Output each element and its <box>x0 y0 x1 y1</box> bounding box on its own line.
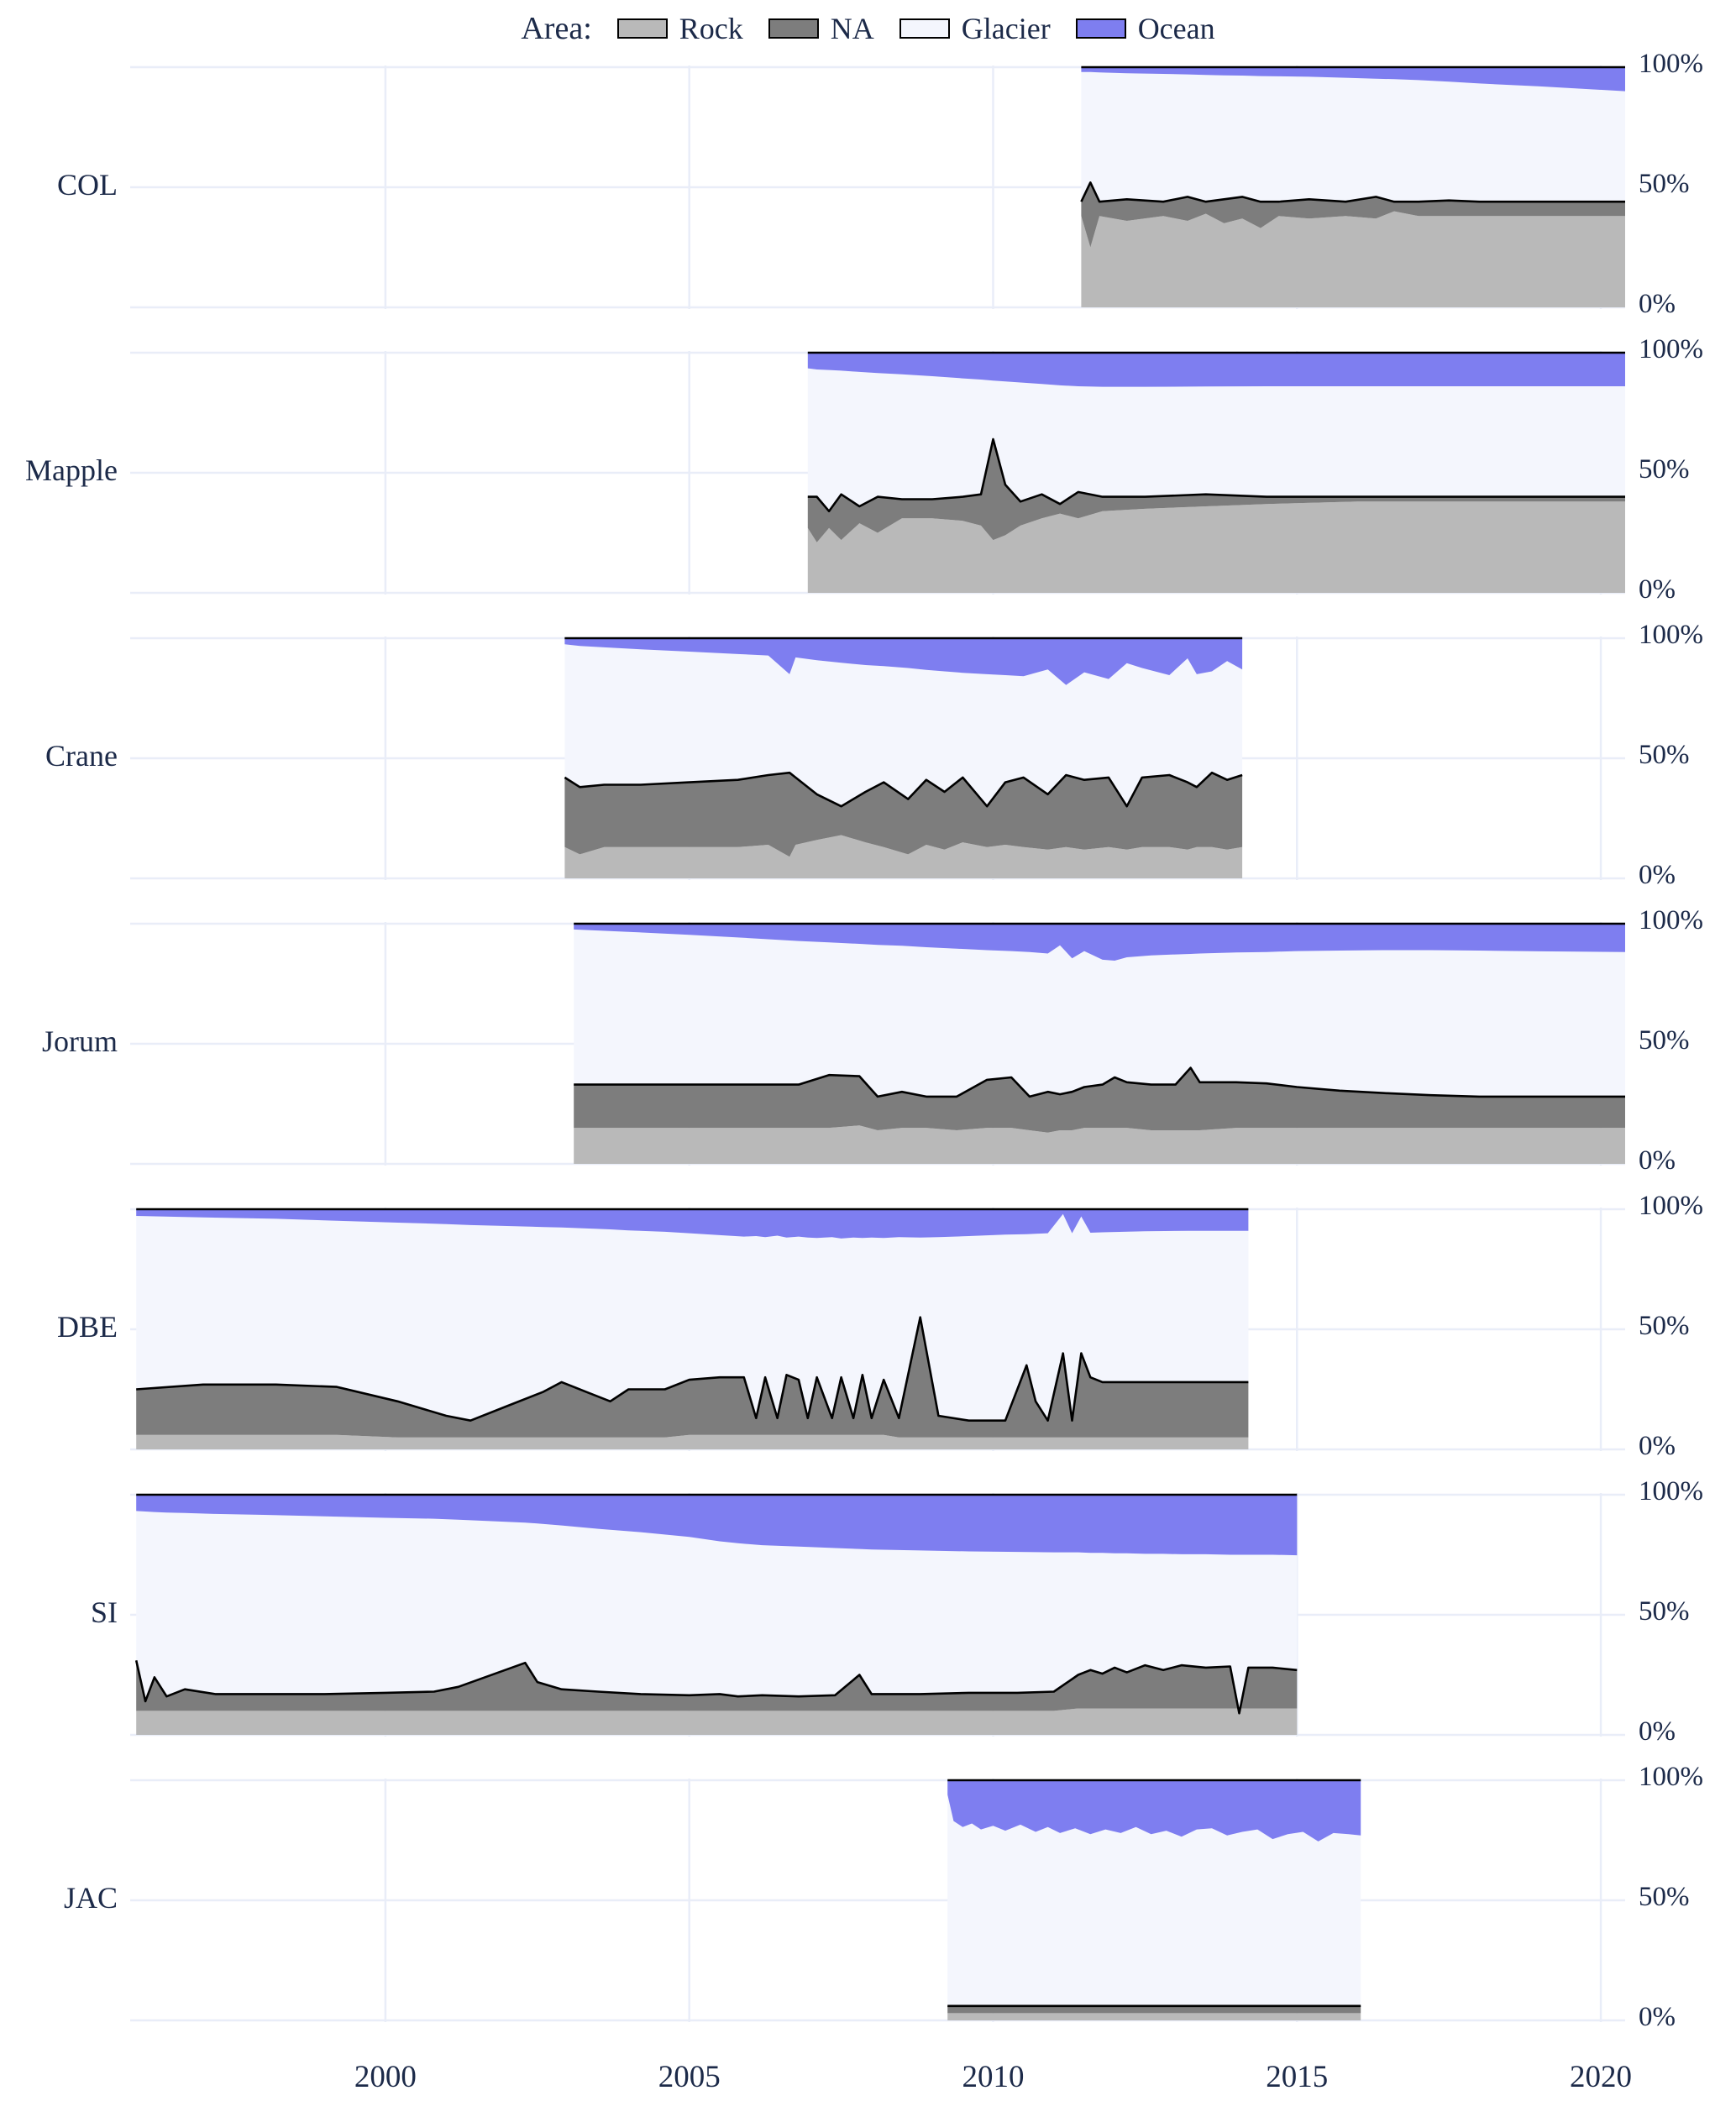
y-tick-label-col-0: 0% <box>1639 289 1676 319</box>
y-tick-label-dbe-0: 0% <box>1639 1431 1676 1461</box>
y-tick-label-col-50: 50% <box>1639 169 1690 199</box>
y-tick-label-col-100: 100% <box>1639 49 1703 79</box>
facet-row-jac: JAC 100% 50% 0% <box>0 1762 1736 2054</box>
y-tick-label-dbe-100: 100% <box>1639 1191 1703 1221</box>
y-tick-label-jorum-0: 0% <box>1639 1145 1676 1176</box>
legend: Area: Rock NA Glacier Ocean <box>0 7 1736 50</box>
y-tick-label-jac-50: 50% <box>1639 1882 1690 1912</box>
facet-row-mapple: Mapple 100% 50% 0% <box>0 334 1736 626</box>
legend-swatch-na <box>768 18 819 39</box>
x-tick-label-2010: 2010 <box>962 2060 1025 2094</box>
facet-plot-si <box>130 1493 1625 1737</box>
x-tick-label-2020: 2020 <box>1570 2060 1633 2094</box>
facet-plot-dbe <box>130 1208 1625 1451</box>
facet-row-crane: Crane 100% 50% 0% <box>0 620 1736 912</box>
facet-row-dbe: DBE 100% 50% 0% <box>0 1191 1736 1483</box>
legend-label-rock: Rock <box>679 12 743 45</box>
y-tick-label-jorum-50: 50% <box>1639 1025 1690 1056</box>
x-tick-label-2015: 2015 <box>1266 2060 1329 2094</box>
facet-plot-col <box>130 65 1625 309</box>
y-tick-label-crane-0: 0% <box>1639 860 1676 890</box>
y-tick-label-mapple-50: 50% <box>1639 454 1690 485</box>
facet-row-col: COL 100% 50% 0% <box>0 49 1736 341</box>
legend-swatch-rock <box>616 18 668 39</box>
y-tick-label-jac-100: 100% <box>1639 1762 1703 1792</box>
legend-item-glacier: Glacier <box>899 11 1051 46</box>
facet-label-crane: Crane <box>45 739 118 773</box>
y-tick-label-crane-100: 100% <box>1639 620 1703 650</box>
facet-label-jorum: Jorum <box>42 1024 118 1058</box>
facet-label-jac: JAC <box>63 1881 118 1915</box>
facet-label-si: SI <box>90 1595 118 1629</box>
x-tick-label-2005: 2005 <box>658 2060 721 2094</box>
y-tick-label-si-0: 0% <box>1639 1716 1676 1747</box>
y-tick-label-si-50: 50% <box>1639 1596 1690 1627</box>
legend-item-rock: Rock <box>616 11 743 46</box>
x-tick-label-2000: 2000 <box>354 2060 417 2094</box>
y-tick-label-dbe-50: 50% <box>1639 1311 1690 1341</box>
legend-label-glacier: Glacier <box>961 12 1051 45</box>
legend-swatch-glacier <box>899 18 950 39</box>
y-tick-label-jac-0: 0% <box>1639 2002 1676 2032</box>
y-tick-label-mapple-0: 0% <box>1639 574 1676 605</box>
legend-item-ocean: Ocean <box>1075 11 1215 46</box>
facet-row-jorum: Jorum 100% 50% 0% <box>0 905 1736 1197</box>
facet-plot-mapple <box>130 351 1625 595</box>
legend-label-na: NA <box>830 12 874 45</box>
legend-swatch-ocean <box>1075 18 1126 39</box>
y-tick-label-mapple-100: 100% <box>1639 334 1703 364</box>
legend-title: Area: <box>521 11 592 46</box>
y-tick-label-crane-50: 50% <box>1639 740 1690 770</box>
y-tick-label-jorum-100: 100% <box>1639 905 1703 935</box>
legend-label-ocean: Ocean <box>1137 12 1215 45</box>
facet-plot-jorum <box>130 922 1626 1166</box>
y-tick-label-si-100: 100% <box>1639 1476 1703 1506</box>
legend-item-na: NA <box>768 11 874 46</box>
facet-label-mapple: Mapple <box>25 453 118 487</box>
facet-row-si: SI 100% 50% 0% <box>0 1476 1736 1768</box>
facet-plot-crane <box>130 637 1625 880</box>
facet-label-dbe: DBE <box>57 1310 118 1344</box>
facet-plot-jac <box>130 1779 1625 2022</box>
facet-label-col: COL <box>57 168 118 202</box>
